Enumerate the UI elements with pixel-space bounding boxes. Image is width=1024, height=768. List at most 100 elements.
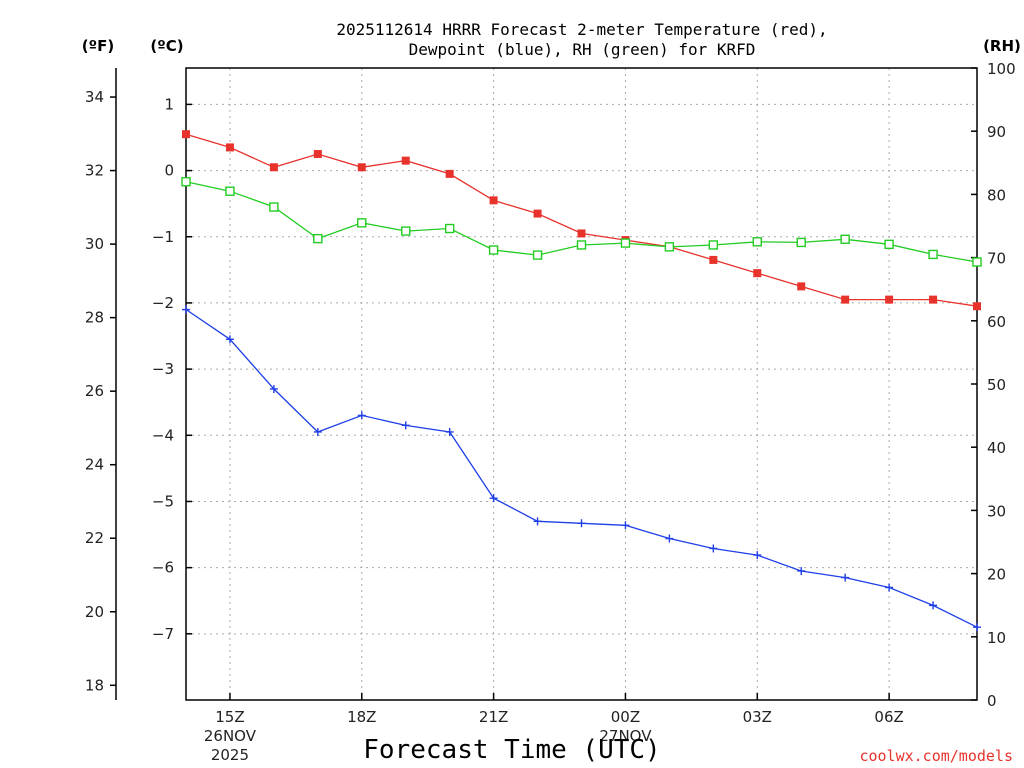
rh-line (185, 181, 978, 263)
rh-tick-label: 70 (987, 250, 1006, 268)
dewpoint-point (973, 623, 981, 632)
rh-tick-label: 90 (987, 123, 1006, 141)
temperature-point (225, 143, 234, 152)
rh-point (796, 237, 806, 248)
celsius-tick-label: −3 (152, 360, 174, 378)
rh-point (269, 202, 279, 212)
plot-frame (185, 67, 978, 701)
temperature-point (182, 130, 190, 139)
temperature-point (841, 295, 850, 304)
time-tick-label: 06Z (874, 708, 903, 726)
rh-tick-label: 20 (987, 566, 1006, 584)
rh-point (488, 245, 499, 255)
celsius-unit-label: (ºC) (150, 37, 183, 55)
time-tick-label: 03Z (743, 708, 772, 726)
rh-point (401, 226, 411, 236)
fahrenheit-tick-label: 26 (85, 382, 104, 400)
celsius-tick-label: −2 (152, 294, 174, 312)
temperature-point (533, 209, 542, 218)
gridlines (186, 68, 977, 700)
rh-point (664, 242, 675, 252)
rh-point (972, 257, 982, 267)
fahrenheit-tick-label: 30 (85, 235, 104, 253)
temperature-point (577, 229, 586, 238)
fahrenheit-tick-label: 20 (85, 603, 104, 621)
rh-point (576, 240, 587, 250)
dewpoint-point (841, 573, 850, 582)
rh-tick-label: 50 (987, 376, 1006, 394)
rh-tick-label: 80 (987, 186, 1006, 204)
dewpoint-point (577, 519, 586, 528)
time-tick-date: 27NOV (599, 727, 652, 745)
rh-point (181, 177, 191, 187)
rh-tick-label: 40 (987, 439, 1006, 457)
rh-point (444, 223, 455, 234)
temperature-point (269, 163, 278, 172)
rh-point (708, 240, 719, 250)
temperature-point (797, 282, 806, 291)
dewpoint-point (753, 551, 762, 560)
time-tick-label: 18Z (347, 708, 376, 726)
chart-title-line-1: 2025112614 HRRR Forecast 2-meter Tempera… (336, 20, 827, 39)
temperature-line (185, 133, 978, 307)
rh-point (928, 249, 938, 260)
celsius-tick-label: −1 (152, 228, 174, 246)
fahrenheit-tick-label: 18 (85, 676, 104, 694)
time-tick-year: 2025 (211, 746, 249, 764)
temperature-point (709, 255, 718, 264)
dewpoint-point (797, 566, 806, 575)
rh-point (225, 186, 235, 196)
rh-point (620, 238, 631, 248)
rh-unit-label: (RH) (983, 37, 1021, 55)
rh-point (357, 218, 367, 228)
fahrenheit-tick-label: 32 (85, 162, 104, 180)
temperature-point (401, 156, 410, 165)
temperature-point (753, 269, 762, 278)
dewpoint-point (401, 421, 410, 430)
rh-tick-label: 0 (987, 692, 997, 710)
temperature-point (885, 295, 894, 304)
time-tick-label: 00Z (611, 708, 640, 726)
time-tick-label: 15Z (215, 708, 244, 726)
fahrenheit-tick-label: 34 (85, 88, 104, 106)
celsius-tick-label: −4 (152, 426, 174, 444)
temperature-point (929, 295, 938, 304)
dewpoint-point (665, 534, 674, 543)
rh-tick-label: 100 (987, 60, 1016, 78)
temperature-point (973, 302, 981, 311)
celsius-tick-label: −7 (152, 625, 174, 643)
celsius-tick-label: 0 (164, 162, 174, 180)
chart-title-line-2: Dewpoint (blue), RH (green) for KRFD (409, 40, 756, 59)
rh-tick-label: 10 (987, 629, 1006, 647)
time-tick-date: 26NOV (204, 727, 257, 745)
temperature-point (445, 169, 454, 178)
dewpoint-point (182, 305, 190, 314)
celsius-tick-label: 1 (164, 95, 174, 113)
series-layer (181, 130, 982, 632)
fahrenheit-tick-label: 28 (85, 309, 104, 327)
temperature-point (313, 150, 322, 159)
celsius-tick-label: −6 (152, 559, 174, 577)
dewpoint-point (929, 601, 938, 610)
x-axis-title: Forecast Time (UTC) (363, 735, 660, 765)
dewpoint-line (185, 308, 978, 628)
temperature-point (357, 163, 366, 172)
fahrenheit-axis: 18 20 22 24 26 28 30 32 34 (85, 68, 117, 700)
dewpoint-point (885, 583, 894, 592)
source-credit: coolwx.com/models (859, 747, 1013, 765)
celsius-tick-label: −5 (152, 492, 174, 510)
dewpoint-point (357, 411, 366, 420)
dewpoint-point (489, 494, 498, 503)
fahrenheit-tick-label: 22 (85, 529, 104, 547)
rh-point (313, 233, 323, 244)
rh-tick-label: 30 (987, 502, 1006, 520)
rh-point (840, 234, 850, 244)
rh-point (752, 237, 762, 247)
rh-axis: 0 10 20 30 40 50 60 70 80 90 100 (971, 60, 1016, 710)
fahrenheit-unit-label: (ºF) (82, 37, 114, 55)
dewpoint-point (621, 521, 630, 530)
rh-point (884, 239, 894, 250)
rh-point (532, 250, 543, 260)
